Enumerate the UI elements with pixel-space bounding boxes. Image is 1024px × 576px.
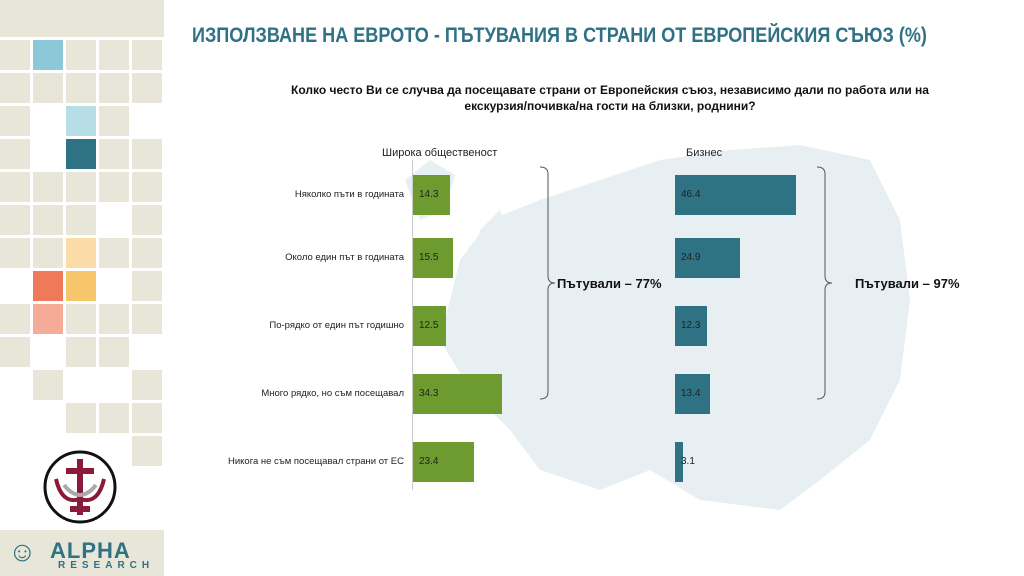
tile — [132, 40, 162, 70]
tile — [66, 139, 96, 169]
tile — [33, 370, 63, 400]
axis-line — [412, 160, 413, 490]
tile — [0, 73, 30, 103]
tile — [0, 304, 30, 334]
data-label: 12.5 — [419, 320, 439, 331]
tile — [33, 304, 63, 334]
tile — [132, 436, 162, 466]
data-label: 23.4 — [419, 456, 439, 467]
tile — [66, 271, 96, 301]
data-label: 13.4 — [681, 388, 701, 399]
page-title: ИЗПОЛЗВАНЕ НА ЕВРОТО - ПЪТУВАНИЯ В СТРАН… — [192, 24, 927, 47]
bar-business — [675, 374, 710, 414]
tile — [66, 337, 96, 367]
survey-question: Колко често Ви се случва да посещавате с… — [291, 83, 929, 113]
tile — [33, 205, 63, 235]
decorative-tile-grid — [0, 0, 164, 576]
bar-general-public — [413, 306, 446, 346]
tile — [99, 73, 129, 103]
tile — [132, 172, 162, 202]
category-label: Няколко пъти в годината — [294, 189, 404, 200]
annotation-general-public: Пътували – 77% — [557, 276, 662, 291]
tile — [0, 205, 30, 235]
tile — [132, 73, 162, 103]
tile — [132, 304, 162, 334]
bar-business — [675, 442, 684, 482]
data-label: 15.5 — [419, 252, 439, 263]
tile — [132, 139, 162, 169]
tile — [132, 403, 162, 433]
tile — [99, 304, 129, 334]
data-label: 46.4 — [681, 189, 701, 200]
bracket-general-public — [539, 166, 556, 400]
bar-business — [675, 306, 707, 346]
tile — [132, 271, 162, 301]
tile — [33, 172, 63, 202]
tile — [99, 172, 129, 202]
bar-business — [675, 238, 740, 278]
group-header-business: Бизнес — [686, 147, 723, 159]
tile — [33, 271, 63, 301]
category-label: Около един път в годината — [285, 252, 404, 263]
data-label: 12.3 — [681, 320, 701, 331]
data-label: 14.3 — [419, 189, 439, 200]
tile — [66, 238, 96, 268]
bracket-business — [816, 166, 833, 400]
alpha-research-logo: ☺ ALPHA RESEARCH — [0, 530, 164, 576]
tile — [33, 73, 63, 103]
tile — [33, 40, 63, 70]
tile — [0, 172, 30, 202]
tile — [99, 106, 129, 136]
tile — [66, 304, 96, 334]
data-label: 3.1 — [681, 456, 695, 467]
tile — [66, 205, 96, 235]
tile — [132, 238, 162, 268]
tile — [99, 337, 129, 367]
tile — [0, 106, 30, 136]
tile — [132, 205, 162, 235]
data-label: 34.3 — [419, 388, 439, 399]
tile — [66, 172, 96, 202]
tile — [99, 40, 129, 70]
bar-general-public — [413, 442, 474, 482]
category-label: Никога не съм посещавал страни от ЕС — [227, 456, 404, 467]
tile — [66, 106, 96, 136]
tile — [33, 238, 63, 268]
group-header-general-public: Широка общественост — [382, 147, 498, 159]
tile — [66, 403, 96, 433]
annotation-business: Пътували – 97% — [855, 276, 960, 291]
europe-map-background — [405, 145, 910, 510]
data-label: 24.9 — [681, 252, 701, 263]
tile — [0, 337, 30, 367]
tile — [66, 40, 96, 70]
bar-general-public — [413, 374, 503, 414]
emblem-logo — [43, 450, 117, 524]
category-label: По-рядко от един път годишно — [269, 320, 404, 331]
tile — [0, 40, 30, 70]
tile — [0, 0, 164, 37]
tile — [0, 139, 30, 169]
bar-general-public — [413, 175, 451, 215]
bar-general-public — [413, 238, 454, 278]
tile — [99, 139, 129, 169]
category-label: Много рядко, но съм посещавал — [261, 388, 404, 399]
tile — [66, 73, 96, 103]
tile — [99, 238, 129, 268]
tile — [0, 238, 30, 268]
tile — [132, 370, 162, 400]
tile — [99, 403, 129, 433]
bar-business — [675, 175, 796, 215]
